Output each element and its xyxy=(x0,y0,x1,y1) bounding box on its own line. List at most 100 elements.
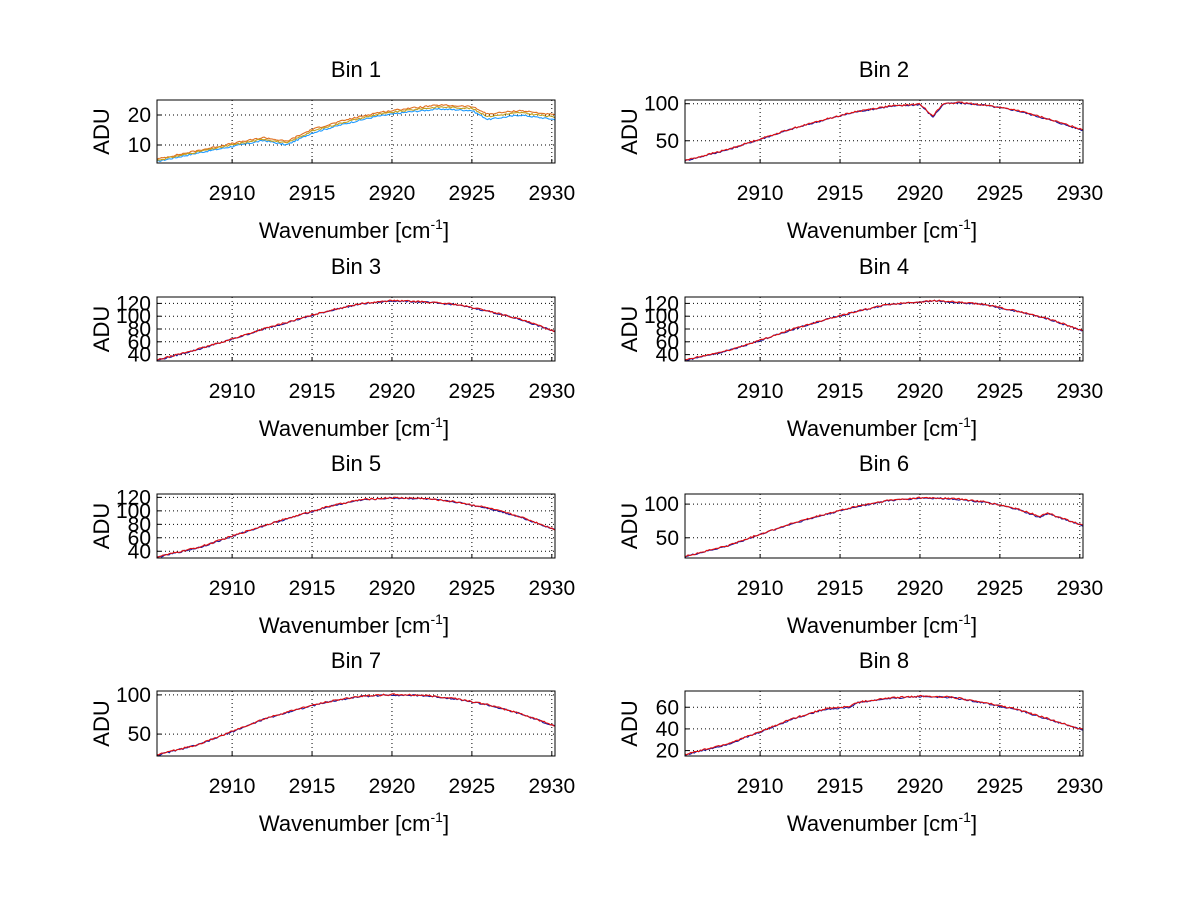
y-tick-label: 20 xyxy=(128,104,151,127)
x-tick-label: 2910 xyxy=(209,380,256,403)
y-tick-label: 80 xyxy=(128,513,151,536)
axes-box xyxy=(156,493,556,559)
y-tick-label: 10 xyxy=(128,134,151,157)
x-axis-label: Wavenumber [cm-1] xyxy=(787,216,977,243)
y-tick-label: 120 xyxy=(116,486,151,509)
subplot-title: Bin 2 xyxy=(859,57,909,82)
x-tick-label: 2930 xyxy=(1056,380,1103,403)
series-line-trace-1 xyxy=(157,694,555,756)
x-tick-label: 2930 xyxy=(528,182,575,205)
subplot-title: Bin 5 xyxy=(331,451,381,476)
x-tick-label: 2920 xyxy=(369,182,416,205)
x-tick-label: 2925 xyxy=(977,577,1024,600)
series-line-trace-2 xyxy=(685,496,1083,558)
y-axis-label: ADU xyxy=(617,306,642,352)
x-tick-label: 2910 xyxy=(737,182,784,205)
subplot-bin-6: 2910 2915 2920 2925 2930 50 100 Bin 6 Wavenumber… xyxy=(617,451,1103,638)
y-tick-label: 50 xyxy=(656,527,679,550)
y-tick-label: 100 xyxy=(116,684,151,707)
x-tick-label: 2925 xyxy=(449,577,496,600)
y-axis-label: ADU xyxy=(89,108,114,154)
x-tick-label: 2910 xyxy=(737,577,784,600)
y-tick-label: 60 xyxy=(656,331,679,354)
series-line-trace-2 xyxy=(685,299,1083,361)
y-tick-label: 120 xyxy=(644,292,679,315)
y-tick-label: 60 xyxy=(656,696,679,719)
y-tick-label: 40 xyxy=(656,344,679,367)
series-line-trace-2 xyxy=(157,693,555,756)
x-tick-label: 2910 xyxy=(737,775,784,798)
y-tick-label: 50 xyxy=(128,723,151,746)
series-line-trace-2 xyxy=(157,299,555,361)
y-axis-label: ADU xyxy=(89,503,114,549)
y-tick-label: 80 xyxy=(128,318,151,341)
y-tick-label: 40 xyxy=(656,718,679,741)
axes-box xyxy=(684,493,1084,559)
axes-box xyxy=(156,296,556,362)
x-tick-label: 2915 xyxy=(289,380,336,403)
y-tick-label: 120 xyxy=(116,292,151,315)
x-tick-label: 2925 xyxy=(977,775,1024,798)
x-tick-label: 2930 xyxy=(1056,182,1103,205)
y-tick-label: 100 xyxy=(644,305,679,328)
x-tick-label: 2915 xyxy=(817,182,864,205)
y-tick-label: 60 xyxy=(128,331,151,354)
x-tick-label: 2920 xyxy=(897,775,944,798)
x-tick-label: 2925 xyxy=(449,182,496,205)
x-tick-label: 2925 xyxy=(977,380,1024,403)
y-tick-label: 40 xyxy=(128,344,151,367)
x-tick-label: 2930 xyxy=(528,775,575,798)
x-tick-label: 2910 xyxy=(209,182,256,205)
x-axis-label: Wavenumber [cm-1] xyxy=(259,414,449,441)
x-tick-label: 2915 xyxy=(817,775,864,798)
subplot-title: Bin 4 xyxy=(859,254,909,279)
subplot-title: Bin 3 xyxy=(331,254,381,279)
y-axis-label: ADU xyxy=(89,700,114,746)
series-line-trace-1 xyxy=(685,695,1083,756)
axes-box xyxy=(156,99,556,164)
series-line-trace-1 xyxy=(685,299,1083,361)
x-axis-label: Wavenumber [cm-1] xyxy=(259,216,449,243)
x-tick-label: 2920 xyxy=(369,775,416,798)
x-tick-label: 2915 xyxy=(289,775,336,798)
series-line-trace-2 xyxy=(685,101,1083,162)
x-tick-label: 2915 xyxy=(817,380,864,403)
x-axis-label: Wavenumber [cm-1] xyxy=(787,809,977,836)
y-tick-label: 60 xyxy=(128,527,151,550)
series-line-trace-3 xyxy=(157,105,555,161)
x-tick-label: 2910 xyxy=(737,380,784,403)
x-tick-label: 2920 xyxy=(897,577,944,600)
x-axis-label: Wavenumber [cm-1] xyxy=(787,414,977,441)
y-tick-label: 100 xyxy=(116,500,151,523)
x-tick-label: 2920 xyxy=(897,380,944,403)
axes-box xyxy=(684,296,1084,362)
series-line-trace-1 xyxy=(157,496,555,558)
subplot-title: Bin 8 xyxy=(859,648,909,673)
subplot-bin-1: 2910 2915 2920 2925 2930 10 20 Bin 1 Wavenumber … xyxy=(89,57,575,243)
x-tick-label: 2930 xyxy=(528,577,575,600)
x-tick-label: 2910 xyxy=(209,775,256,798)
x-axis-label: Wavenumber [cm-1] xyxy=(259,611,449,638)
y-tick-label: 20 xyxy=(656,740,679,763)
x-tick-label: 2920 xyxy=(897,182,944,205)
x-tick-label: 2920 xyxy=(369,380,416,403)
series-line-trace-1 xyxy=(685,497,1083,558)
x-tick-label: 2915 xyxy=(289,577,336,600)
axes-box xyxy=(684,690,1084,757)
y-axis-label: ADU xyxy=(617,700,642,746)
subplot-title: Bin 7 xyxy=(331,648,381,673)
x-tick-label: 2930 xyxy=(528,380,575,403)
y-tick-label: 50 xyxy=(656,130,679,153)
x-tick-label: 2920 xyxy=(369,577,416,600)
y-tick-label: 40 xyxy=(128,540,151,563)
x-tick-label: 2915 xyxy=(817,577,864,600)
x-axis-label: Wavenumber [cm-1] xyxy=(259,809,449,836)
y-tick-label: 80 xyxy=(656,318,679,341)
y-axis-label: ADU xyxy=(617,108,642,154)
subplot-title: Bin 1 xyxy=(331,57,381,82)
y-axis-label: ADU xyxy=(617,503,642,549)
